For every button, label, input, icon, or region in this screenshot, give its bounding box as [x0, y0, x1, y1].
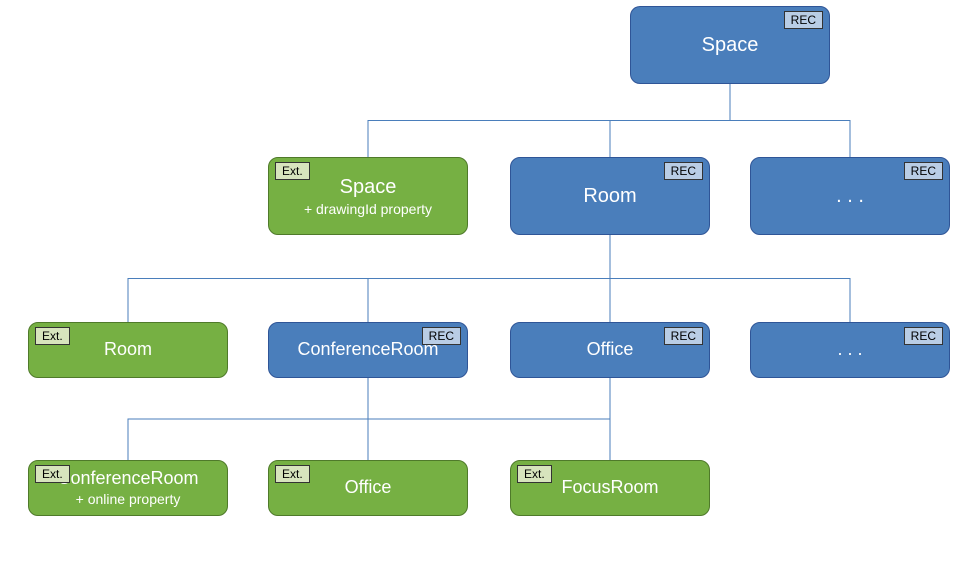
- node-space-ext: Ext. Space + drawingId property: [268, 157, 468, 235]
- node-focusroom-ext: Ext. FocusRoom: [510, 460, 710, 516]
- node-title: ConferenceRoom: [57, 468, 198, 490]
- node-space-rec: REC Space: [630, 6, 830, 84]
- node-subtitle: + online property: [76, 491, 181, 508]
- node-office-ext: Ext. Office: [268, 460, 468, 516]
- tag-ext: Ext.: [35, 327, 70, 345]
- edge: [368, 378, 610, 460]
- node-title: Office: [345, 477, 392, 499]
- tag-rec: REC: [904, 327, 943, 345]
- node-title: FocusRoom: [561, 477, 658, 499]
- node-title: . . .: [836, 184, 864, 208]
- node-confroom-rec: RECConferenceRoom: [268, 322, 468, 378]
- node-title: . . .: [837, 339, 862, 361]
- tag-ext: Ext.: [35, 465, 70, 483]
- node-dots-1: REC . . .: [750, 157, 950, 235]
- edge: [368, 84, 730, 157]
- tag-rec: REC: [422, 327, 461, 345]
- tag-ext: Ext.: [275, 162, 310, 180]
- node-title: Office: [587, 339, 634, 361]
- diagram-stage: REC Space Ext. Space + drawingId property REC…: [0, 0, 960, 564]
- node-title: ConferenceRoom: [297, 339, 438, 361]
- tag-rec: REC: [664, 327, 703, 345]
- edge: [368, 235, 610, 322]
- node-office-rec: REC Office: [510, 322, 710, 378]
- edge: [730, 84, 850, 157]
- node-dots-2: REC . . .: [750, 322, 950, 378]
- node-room-rec: REC Room: [510, 157, 710, 235]
- tag-ext: Ext.: [517, 465, 552, 483]
- node-room-ext: Ext. Room: [28, 322, 228, 378]
- tag-ext: Ext.: [275, 465, 310, 483]
- node-title: Room: [104, 339, 152, 361]
- edge: [610, 235, 850, 322]
- tag-rec: REC: [784, 11, 823, 29]
- node-title: Space: [702, 33, 759, 57]
- node-title: Room: [583, 184, 636, 208]
- tag-rec: REC: [664, 162, 703, 180]
- node-title: Space: [340, 175, 397, 199]
- edge: [128, 378, 368, 460]
- edge: [610, 84, 730, 157]
- node-confroom-ext: Ext.ConferenceRoom+ online property: [28, 460, 228, 516]
- tag-rec: REC: [904, 162, 943, 180]
- edge: [128, 235, 610, 322]
- node-subtitle: + drawingId property: [304, 201, 432, 218]
